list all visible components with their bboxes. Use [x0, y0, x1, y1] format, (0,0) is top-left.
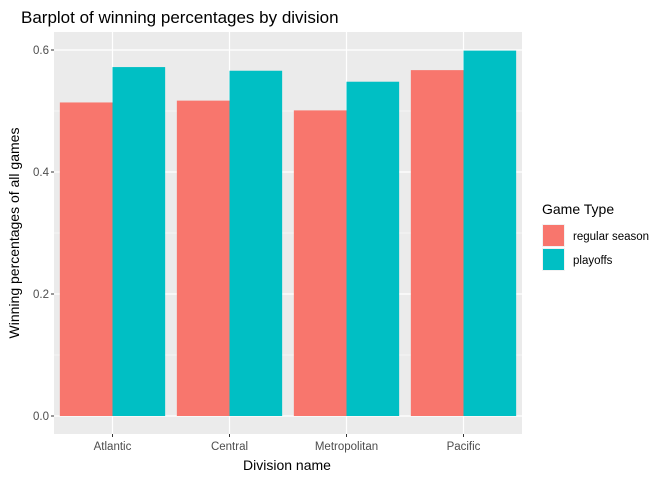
y-tick-label: 0.0 — [33, 411, 49, 423]
y-axis: 0.0 0.2 0.4 0.6 — [33, 45, 54, 423]
bar-playoffs-pacific — [463, 50, 517, 417]
bar-playoffs-central — [229, 70, 283, 417]
chart-title: Barplot of winning percentages by divisi… — [21, 8, 339, 27]
bar-playoffs-metropolitan — [346, 81, 400, 416]
x-tick-label: Pacific — [447, 441, 481, 453]
legend: Game Type regular season playoffs — [542, 201, 649, 271]
bar-regular-season-pacific — [410, 70, 464, 416]
bars — [59, 50, 517, 417]
y-axis-title: Winning percentages of all games — [6, 128, 22, 339]
legend-title: Game Type — [542, 201, 614, 217]
y-tick-label: 0.4 — [33, 167, 50, 179]
bar-regular-season-metropolitan — [293, 110, 347, 416]
legend-swatch — [543, 249, 564, 270]
bar-regular-season-central — [176, 100, 230, 416]
y-tick-label: 0.6 — [33, 45, 49, 57]
x-tick-label: Atlantic — [94, 441, 132, 453]
legend-label: playoffs — [573, 255, 613, 267]
x-tick-label: Central — [211, 441, 248, 453]
x-axis-title: Division name — [243, 457, 331, 473]
y-tick-label: 0.2 — [33, 289, 49, 301]
x-axis: Atlantic Central Metropolitan Pacific — [94, 434, 481, 453]
legend-swatch — [543, 225, 564, 246]
legend-label: regular season — [573, 231, 649, 243]
bar-regular-season-atlantic — [59, 102, 113, 417]
x-tick-label: Metropolitan — [315, 441, 378, 453]
bar-playoffs-atlantic — [112, 67, 166, 416]
